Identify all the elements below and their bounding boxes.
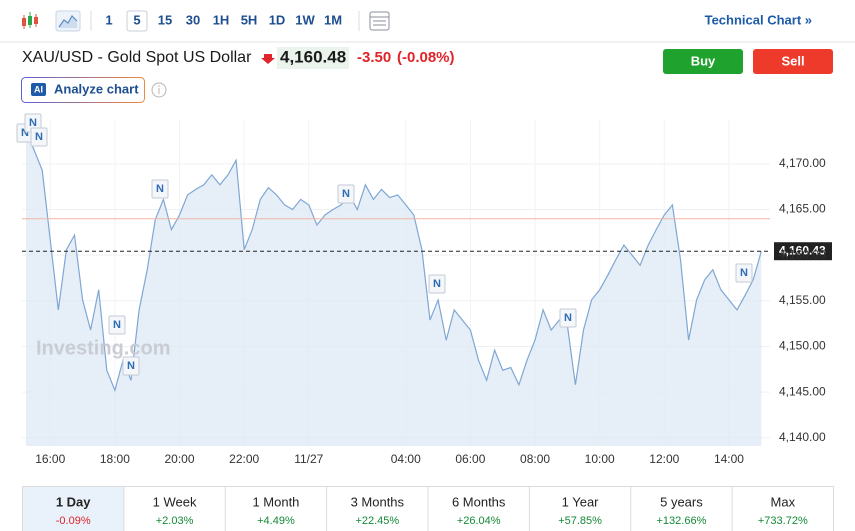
news-marker-label[interactable]: N — [21, 127, 29, 139]
price-line — [25, 129, 762, 393]
x-tick-label: 16:00 — [35, 452, 65, 466]
period-label[interactable]: Max — [771, 494, 796, 509]
selected-period-bg — [23, 487, 124, 531]
ai-badge — [31, 83, 46, 96]
sell-label[interactable]: Sell — [781, 53, 804, 68]
interval-button[interactable]: 5H — [241, 12, 258, 27]
news-marker[interactable] — [108, 315, 126, 335]
x-tick-label: 12:00 — [649, 452, 679, 466]
x-tick-label: 22:00 — [229, 452, 259, 466]
area-icon[interactable] — [55, 10, 81, 32]
news-marker-label[interactable]: N — [29, 117, 37, 129]
x-tick-label: 14:00 — [714, 452, 744, 466]
x-tick-label: 08:00 — [520, 452, 550, 466]
ai-badge-text: AI — [34, 84, 43, 94]
area-fill — [26, 130, 762, 446]
x-tick-label: 10:00 — [585, 452, 615, 466]
news-marker[interactable] — [151, 179, 169, 199]
period-label[interactable]: 1 Week — [153, 494, 197, 509]
period-label[interactable]: 5 years — [660, 494, 703, 509]
news-marker[interactable] — [428, 274, 446, 294]
period-label[interactable]: 1 Day — [56, 494, 91, 509]
price-highlight — [277, 47, 349, 69]
interval-button[interactable]: 5 — [133, 12, 140, 27]
period-change: +2.03% — [156, 515, 194, 527]
period-label[interactable]: 6 Months — [452, 494, 506, 509]
news-marker[interactable] — [337, 184, 355, 204]
news-marker[interactable] — [735, 263, 753, 283]
x-tick-label: 20:00 — [165, 452, 195, 466]
x-tick-label: 04:00 — [391, 452, 421, 466]
period-change: +132.66% — [657, 515, 707, 527]
last-price-label: 4,160.43 — [779, 243, 826, 257]
technical-chart-link[interactable]: Technical Chart » — [705, 12, 812, 27]
news-marker-label[interactable]: N — [433, 278, 441, 290]
symbol-name: XAU/USD - Gold Spot US Dollar — [22, 49, 252, 66]
buy-button[interactable] — [663, 49, 743, 74]
period-label[interactable]: 3 Months — [351, 494, 405, 509]
y-tick-label: 4,140.00 — [779, 430, 826, 444]
period-label[interactable]: 1 Month — [252, 494, 299, 509]
interval-button[interactable]: 15 — [158, 12, 172, 27]
y-tick-label: 4,170.00 — [779, 156, 826, 170]
period-label[interactable]: 1 Year — [562, 494, 600, 509]
period-change: -0.09% — [56, 515, 91, 527]
period-change: +22.45% — [355, 515, 399, 527]
interval-button[interactable]: 1W — [295, 12, 315, 27]
y-tick-label: 4,160.00 — [779, 247, 826, 261]
y-tick-label: 4,150.00 — [779, 339, 826, 353]
interval-button[interactable]: 30 — [186, 12, 200, 27]
y-tick-label: 4,165.00 — [779, 202, 826, 216]
period-change: +57.85% — [558, 515, 602, 527]
x-tick-label: 18:00 — [100, 452, 130, 466]
selected-interval-box — [126, 10, 148, 32]
news-marker[interactable] — [122, 356, 140, 376]
news-marker[interactable] — [30, 127, 48, 147]
interval-button[interactable]: 1H — [213, 12, 230, 27]
interval-button[interactable]: 1D — [269, 12, 286, 27]
analyze-chart-button[interactable] — [21, 77, 145, 103]
news-marker-label[interactable]: N — [113, 319, 121, 331]
last-price: 4,160.48 — [280, 47, 346, 66]
x-tick-label: 06:00 — [455, 452, 485, 466]
info-icon[interactable] — [151, 82, 167, 98]
news-marker-label[interactable]: N — [740, 267, 748, 279]
news-marker-label[interactable]: N — [35, 131, 43, 143]
x-tick-label: 11/27 — [294, 452, 323, 466]
calendar-icon[interactable] — [369, 11, 390, 31]
news-marker[interactable] — [559, 308, 577, 328]
watermark: Investing.com — [36, 337, 170, 359]
news-marker-label[interactable]: N — [156, 183, 164, 195]
performance-table: 1 Day -0.09% 1 Week +2.03% 1 Month +4.49% 3 Mo… — [22, 486, 834, 531]
info-icon — [158, 85, 160, 87]
last-price-tag — [774, 242, 832, 261]
price-change: -3.50 — [357, 49, 391, 66]
chart: Investing.com 4,160.43 4,140.00 4,145.00 4,1… — [16, 113, 832, 466]
y-tick-label: 4,145.00 — [779, 384, 826, 398]
candles-icon[interactable] — [22, 12, 38, 29]
period-change: +733.72% — [758, 515, 808, 527]
news-marker-label[interactable]: N — [342, 188, 350, 200]
price-change-pct: (-0.08%) — [397, 49, 455, 66]
interval-button[interactable]: 1M — [324, 12, 342, 27]
header: XAU/USD - Gold Spot US Dollar 4,160.48 -… — [21, 47, 833, 103]
toolbar: Technical Chart » 1 5 15 30 1H 5H 1D 1W 1M — [0, 10, 855, 43]
news-marker-label[interactable]: N — [564, 312, 572, 324]
sell-button[interactable] — [753, 49, 833, 74]
analyze-chart-label[interactable]: Analyze chart — [54, 81, 139, 96]
period-change: +4.49% — [257, 515, 295, 527]
period-change: +26.04% — [457, 515, 501, 527]
buy-label[interactable]: Buy — [691, 53, 716, 68]
interval-button[interactable]: 1 — [105, 12, 112, 27]
down-arrow — [261, 54, 275, 64]
news-marker-label[interactable]: N — [127, 360, 135, 372]
y-tick-label: 4,155.00 — [779, 293, 826, 307]
